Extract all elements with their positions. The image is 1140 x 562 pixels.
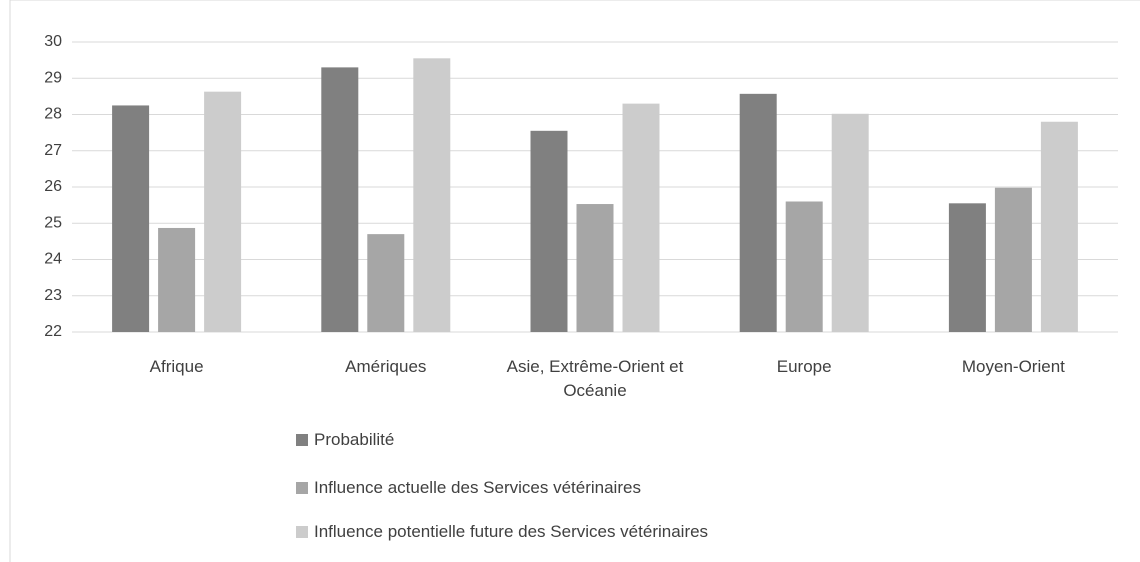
- bar: [739, 93, 777, 333]
- y-tick-label: 29: [44, 69, 62, 86]
- y-tick-label: 26: [44, 178, 62, 195]
- bar: [622, 103, 660, 332]
- x-tick-label: Amériques: [345, 357, 427, 376]
- x-tick-label: Afrique: [149, 357, 204, 376]
- legend-label: Probabilité: [314, 430, 395, 449]
- legend-swatch: [296, 482, 308, 494]
- bar: [158, 227, 196, 332]
- x-tick-label: Europe: [776, 357, 832, 376]
- bar: [1040, 121, 1078, 332]
- y-tick-label: 27: [44, 142, 62, 159]
- bar: [831, 113, 869, 333]
- y-tick-label: 30: [44, 33, 62, 50]
- bar: [112, 105, 150, 332]
- bar: [413, 58, 451, 332]
- legend-swatch: [296, 526, 308, 538]
- x-tick-label: Asie, Extrême-Orient et Océanie: [506, 357, 684, 400]
- y-tick-label: 23: [44, 287, 62, 304]
- legend-item: Influence potentielle future des Service…: [296, 522, 708, 542]
- bar: [785, 201, 823, 332]
- bar: [321, 67, 359, 332]
- legend-item: Influence actuelle des Services vétérina…: [296, 478, 641, 498]
- y-tick-label: 24: [44, 251, 62, 268]
- bar: [530, 130, 568, 332]
- legend-item: Probabilité: [296, 430, 394, 450]
- bar: [994, 187, 1032, 332]
- chart-border: [9, 0, 1140, 562]
- bar: [576, 204, 614, 332]
- legend-swatch: [296, 434, 308, 446]
- legend-label: Influence actuelle des Services vétérina…: [314, 478, 641, 497]
- y-tick-label: 22: [44, 323, 62, 340]
- bar: [948, 203, 986, 332]
- x-tick-label: Moyen-Orient: [961, 357, 1065, 376]
- bar: [204, 91, 242, 332]
- bar: [367, 234, 405, 332]
- legend-label: Influence potentielle future des Service…: [314, 522, 709, 541]
- y-tick-label: 25: [44, 214, 62, 231]
- y-tick-label: 28: [44, 106, 62, 123]
